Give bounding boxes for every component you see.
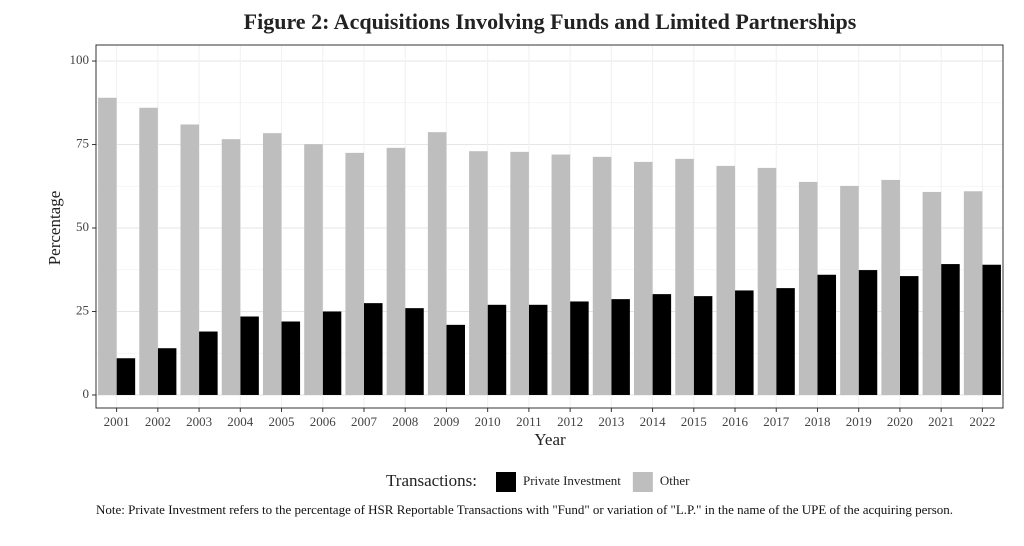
bar xyxy=(98,97,117,395)
bar xyxy=(776,288,795,395)
bar xyxy=(221,139,241,395)
x-tick-label: 2020 xyxy=(887,414,913,429)
x-tick-label: 2009 xyxy=(433,414,459,429)
y-tick-label: 25 xyxy=(76,302,89,317)
bar xyxy=(157,348,177,395)
x-tick-label: 2006 xyxy=(310,414,337,429)
bar xyxy=(469,151,488,395)
bar xyxy=(634,161,653,395)
x-tick-label: 2011 xyxy=(516,414,542,429)
bar xyxy=(363,303,383,395)
bar xyxy=(180,124,200,395)
bar xyxy=(675,158,694,395)
bar xyxy=(941,264,960,395)
bar xyxy=(817,274,837,395)
bar xyxy=(386,147,406,395)
bar xyxy=(322,311,342,395)
bar xyxy=(551,154,571,395)
x-tick-label: 2008 xyxy=(392,414,418,429)
bar xyxy=(982,264,1001,395)
bar xyxy=(446,324,465,395)
bar xyxy=(427,132,447,395)
x-tick-label: 2021 xyxy=(928,414,954,429)
bar xyxy=(528,304,548,395)
x-tick-label: 2022 xyxy=(969,414,995,429)
bar xyxy=(922,191,942,395)
x-tick-label: 2007 xyxy=(351,414,378,429)
plot-border xyxy=(95,44,1004,409)
bar xyxy=(240,316,259,395)
x-axis-label: Year xyxy=(534,430,566,449)
x-tick-label: 2019 xyxy=(846,414,872,429)
legend-swatch xyxy=(632,472,653,492)
y-tick-label: 75 xyxy=(76,136,89,151)
bar xyxy=(693,296,713,395)
x-tick-label: 2003 xyxy=(186,414,212,429)
x-tick-label: 2016 xyxy=(722,414,749,429)
bar xyxy=(487,304,507,395)
bar xyxy=(757,167,777,395)
bar xyxy=(652,294,672,395)
y-tick-label: 50 xyxy=(76,219,89,234)
bar xyxy=(139,107,158,395)
bar xyxy=(510,151,529,395)
bar xyxy=(881,179,900,395)
x-tick-label: 2002 xyxy=(145,414,171,429)
bar xyxy=(840,185,859,395)
y-axis-label: Percentage xyxy=(45,191,64,266)
bar xyxy=(116,358,136,395)
bar xyxy=(798,181,818,395)
x-tick-label: 2010 xyxy=(475,414,501,429)
bar xyxy=(304,144,323,395)
note: Note: Private Investment refers to the p… xyxy=(96,502,954,517)
x-tick-label: 2015 xyxy=(681,414,707,429)
bar xyxy=(199,331,218,395)
legend-swatch xyxy=(496,472,516,492)
bar xyxy=(963,191,983,395)
y-tick-label: 0 xyxy=(83,386,90,401)
bar xyxy=(262,133,282,395)
x-tick-label: 2004 xyxy=(227,414,254,429)
bar xyxy=(735,290,754,395)
legend-title: Transactions: xyxy=(386,471,477,490)
bar xyxy=(281,321,301,395)
x-tick-label: 2013 xyxy=(598,414,624,429)
chart-title: Figure 2: Acquisitions Involving Funds a… xyxy=(244,9,857,34)
bar xyxy=(858,270,878,395)
bar xyxy=(899,276,919,395)
bar xyxy=(611,299,630,395)
bar xyxy=(570,301,589,395)
x-tick-label: 2005 xyxy=(269,414,295,429)
bar xyxy=(716,165,736,395)
x-tick-label: 2012 xyxy=(557,414,583,429)
legend-label: Private Investment xyxy=(523,473,621,488)
y-tick-label: 100 xyxy=(70,52,90,67)
x-tick-label: 2018 xyxy=(804,414,830,429)
legend-label: Other xyxy=(660,473,690,488)
x-tick-label: 2014 xyxy=(640,414,667,429)
bar xyxy=(405,308,424,395)
x-tick-label: 2001 xyxy=(104,414,130,429)
bar xyxy=(345,152,364,395)
bar xyxy=(592,156,612,395)
x-tick-label: 2017 xyxy=(763,414,790,429)
